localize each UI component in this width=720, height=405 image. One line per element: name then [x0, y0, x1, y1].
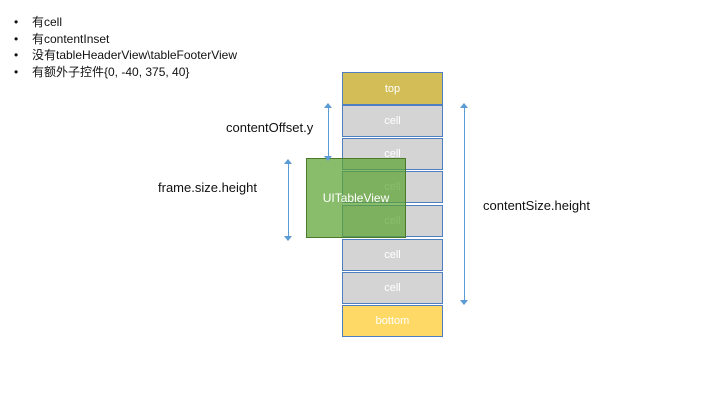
- arrow-up-icon: [284, 159, 292, 164]
- arrow-line: [328, 104, 329, 160]
- bullet-item: • 有cell: [14, 14, 237, 31]
- arrow-line: [288, 160, 289, 240]
- frame-height-label: frame.size.height: [158, 180, 257, 195]
- tableview-frame: UITableView: [306, 158, 406, 238]
- bullet-text: 有contentInset: [32, 31, 110, 46]
- bullet-dot: •: [14, 15, 19, 29]
- bullet-dot: •: [14, 48, 19, 62]
- arrow-up-icon: [324, 103, 332, 108]
- arrow-up-icon: [460, 103, 468, 108]
- table-cell: cell: [342, 272, 443, 304]
- bullet-text: 有额外子控件{0, -40, 375, 40}: [32, 64, 190, 79]
- content-offset-arrow: [324, 103, 333, 161]
- table-cell: cell: [342, 239, 443, 271]
- bullet-item: • 有额外子控件{0, -40, 375, 40}: [14, 64, 237, 81]
- bullet-list: • 有cell • 有contentInset • 没有tableHeaderView…: [14, 14, 237, 80]
- frame-height-arrow: [284, 159, 293, 241]
- bullet-item: • 有contentInset: [14, 31, 237, 48]
- content-offset-label: contentOffset.y: [226, 120, 314, 135]
- bottom-control: bottom: [342, 305, 443, 337]
- arrow-down-icon: [284, 236, 292, 241]
- arrow-down-icon: [324, 156, 332, 161]
- bullet-dot: •: [14, 64, 19, 79]
- bullet-item: • 没有tableHeaderView\tableFooterView: [14, 47, 237, 64]
- bullet-text: 有cell: [32, 15, 63, 29]
- top-control: top: [342, 72, 443, 105]
- bullet-dot: •: [14, 31, 19, 46]
- arrow-down-icon: [460, 300, 468, 305]
- content-size-arrow: [460, 103, 469, 305]
- table-cell: cell: [342, 105, 443, 137]
- arrow-line: [464, 104, 465, 304]
- bullet-text: 没有tableHeaderView\tableFooterView: [32, 48, 238, 62]
- content-size-label: contentSize.height: [483, 198, 590, 213]
